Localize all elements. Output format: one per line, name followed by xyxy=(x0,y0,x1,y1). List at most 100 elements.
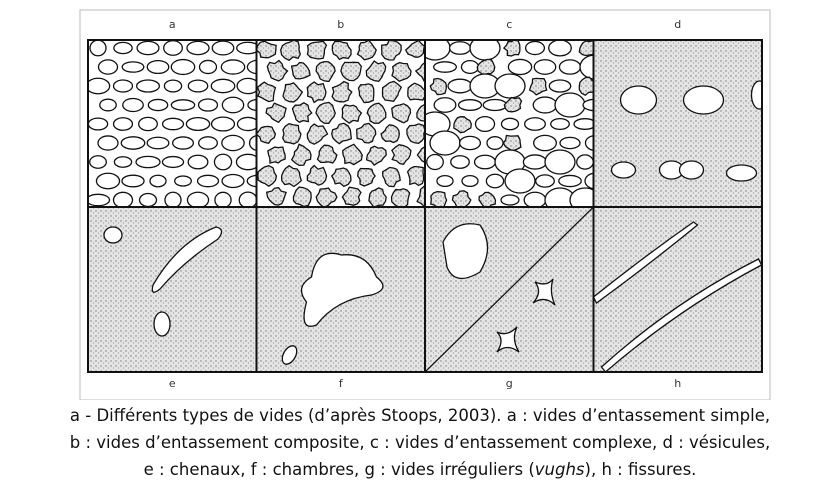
void xyxy=(161,155,185,169)
void xyxy=(153,311,171,337)
panel xyxy=(88,40,257,207)
void xyxy=(103,226,123,244)
grain xyxy=(406,165,425,187)
grain xyxy=(306,81,327,104)
void xyxy=(473,154,497,170)
vesicle xyxy=(750,80,762,110)
grain xyxy=(280,40,302,62)
void xyxy=(433,97,457,113)
panel-label: c xyxy=(506,18,512,31)
grain xyxy=(306,40,328,60)
panel xyxy=(425,40,594,207)
channel xyxy=(151,226,223,293)
grain xyxy=(315,101,337,124)
panel xyxy=(88,207,257,372)
grain xyxy=(380,124,400,144)
grain xyxy=(290,143,312,167)
grain xyxy=(578,76,594,96)
void xyxy=(112,191,134,207)
vesicle xyxy=(678,160,705,180)
void xyxy=(548,40,572,57)
void xyxy=(149,174,167,188)
void xyxy=(460,59,480,75)
void xyxy=(138,192,158,207)
panel-label: d xyxy=(674,18,681,31)
void xyxy=(196,174,220,188)
grain xyxy=(391,61,412,82)
void xyxy=(584,135,594,151)
void xyxy=(494,73,526,99)
void xyxy=(95,172,121,190)
caption-text: ), h : fissures. xyxy=(584,460,697,479)
grain xyxy=(331,122,353,145)
void xyxy=(113,41,133,55)
void xyxy=(210,116,236,132)
void xyxy=(161,117,185,131)
void xyxy=(247,98,257,112)
grain xyxy=(265,102,287,124)
void xyxy=(235,153,257,171)
grain xyxy=(256,125,277,145)
panel-label: a xyxy=(169,18,176,31)
grain xyxy=(315,187,338,207)
void xyxy=(197,98,219,112)
void xyxy=(457,99,483,111)
void xyxy=(558,174,582,188)
grain xyxy=(331,40,352,61)
void xyxy=(89,40,107,57)
vugh xyxy=(496,326,520,353)
grain xyxy=(341,104,363,124)
void xyxy=(248,135,257,151)
void xyxy=(221,96,245,114)
void xyxy=(147,98,169,112)
panel xyxy=(593,40,762,207)
panel xyxy=(256,40,425,207)
chamber xyxy=(300,252,384,327)
void xyxy=(544,149,576,175)
void xyxy=(88,117,109,131)
void xyxy=(523,191,547,207)
void xyxy=(170,58,196,76)
void xyxy=(450,155,470,169)
grain xyxy=(342,143,363,166)
void xyxy=(576,154,594,170)
grain xyxy=(281,122,302,145)
grain xyxy=(365,145,387,166)
grain xyxy=(256,81,277,103)
diagram: a b c d e f g h xyxy=(79,9,771,400)
void xyxy=(238,191,257,207)
panel-label: g xyxy=(506,377,513,390)
void xyxy=(187,79,209,93)
void xyxy=(88,77,111,95)
grain xyxy=(416,146,425,163)
void xyxy=(214,191,232,207)
void xyxy=(112,79,134,93)
grain xyxy=(291,102,313,124)
grain xyxy=(292,186,312,207)
void xyxy=(236,116,257,132)
void xyxy=(569,187,594,207)
void xyxy=(172,136,194,150)
void xyxy=(121,61,145,73)
void xyxy=(120,136,146,150)
void xyxy=(88,193,111,207)
void xyxy=(186,191,210,207)
caption-text: e : chenaux, f : chambres, g : vides irr… xyxy=(143,460,535,479)
panel-label: h xyxy=(674,377,681,390)
void xyxy=(99,98,117,112)
void xyxy=(170,99,196,111)
void xyxy=(163,40,183,56)
void xyxy=(246,174,257,188)
grain xyxy=(406,123,425,144)
void xyxy=(500,117,520,131)
grain xyxy=(390,188,411,207)
grain xyxy=(331,80,353,103)
grain xyxy=(476,58,496,76)
caption-line: b : vides d’entassement composite, c : v… xyxy=(69,433,771,452)
panel-label: f xyxy=(339,377,344,390)
void xyxy=(582,98,594,112)
void xyxy=(500,194,520,206)
grain xyxy=(391,103,412,124)
grain xyxy=(368,187,387,207)
grain xyxy=(429,77,448,96)
